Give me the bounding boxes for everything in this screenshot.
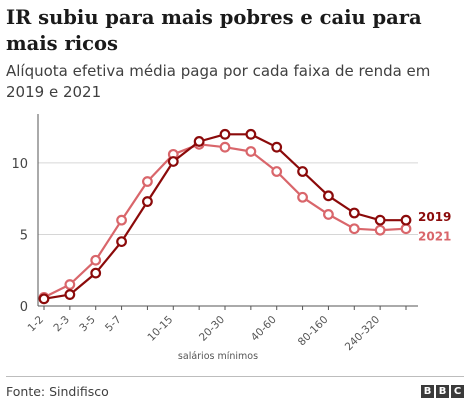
- y-tick-label: 5: [20, 228, 28, 243]
- data-point-2019: [64, 289, 76, 300]
- x-tick-label: 240-320: [343, 314, 383, 354]
- data-point-2021: [90, 254, 102, 266]
- data-point-2019: [167, 156, 179, 167]
- series-label-2021: 2021: [418, 230, 451, 244]
- x-tick-label: 1-2: [26, 314, 47, 335]
- data-point-2019: [142, 196, 153, 207]
- data-point-2021: [348, 223, 360, 235]
- chart-subtitle: Alíquota efetiva média paga por cada fai…: [6, 62, 431, 101]
- x-axis-title: salários mínimos: [178, 351, 258, 362]
- data-point-2019: [245, 128, 257, 140]
- data-point-2021: [271, 166, 283, 177]
- data-point-2021: [245, 146, 257, 157]
- x-tick-label: 5-7: [103, 314, 124, 335]
- data-point-2019: [297, 166, 308, 177]
- line-chart: 0 5 10 1-2 2-3 3-5 5-7 10-15 20-30 40-60 80-160 240…: [11, 114, 451, 362]
- data-point-2019: [323, 190, 334, 202]
- x-tick-label: 10-15: [145, 314, 175, 344]
- data-point-2021: [142, 176, 153, 187]
- data-point-2021: [374, 224, 386, 236]
- x-tick-label: 2-3: [51, 314, 72, 335]
- bbc-logo-letter: B: [421, 385, 434, 398]
- footer-divider: [6, 376, 464, 377]
- series-label-2019: 2019: [418, 210, 451, 224]
- bbc-logo-letter: B: [436, 385, 449, 398]
- bbc-logo-letter: C: [451, 385, 464, 398]
- data-point-2019: [90, 267, 102, 279]
- data-point-2019: [219, 128, 231, 140]
- data-point-2021: [400, 223, 412, 235]
- bbc-logo: B B C: [421, 385, 464, 398]
- data-point-2019: [348, 207, 360, 219]
- data-point-2019: [374, 214, 386, 226]
- data-point-2019: [271, 141, 283, 153]
- y-tick-label: 10: [11, 157, 28, 172]
- data-point-2019: [38, 293, 50, 305]
- chart-title: IR subiu para mais pobres e caiu para ma…: [6, 6, 422, 55]
- data-point-2019: [400, 214, 412, 226]
- data-point-2021: [64, 279, 76, 290]
- x-tick-label: 80-160: [296, 314, 331, 349]
- data-point-2021: [323, 209, 334, 220]
- data-point-2021: [219, 141, 231, 153]
- source-note: Fonte: Sindifisco: [6, 384, 109, 399]
- data-point-2019: [116, 236, 127, 248]
- data-point-2021: [116, 214, 127, 226]
- x-tick-label: 40-60: [249, 314, 279, 344]
- data-point-2021: [297, 191, 308, 203]
- x-tick-label: 3-5: [77, 314, 98, 335]
- y-tick-label: 0: [20, 300, 28, 315]
- data-point-2019: [193, 136, 205, 147]
- x-tick-label: 20-30: [197, 314, 227, 344]
